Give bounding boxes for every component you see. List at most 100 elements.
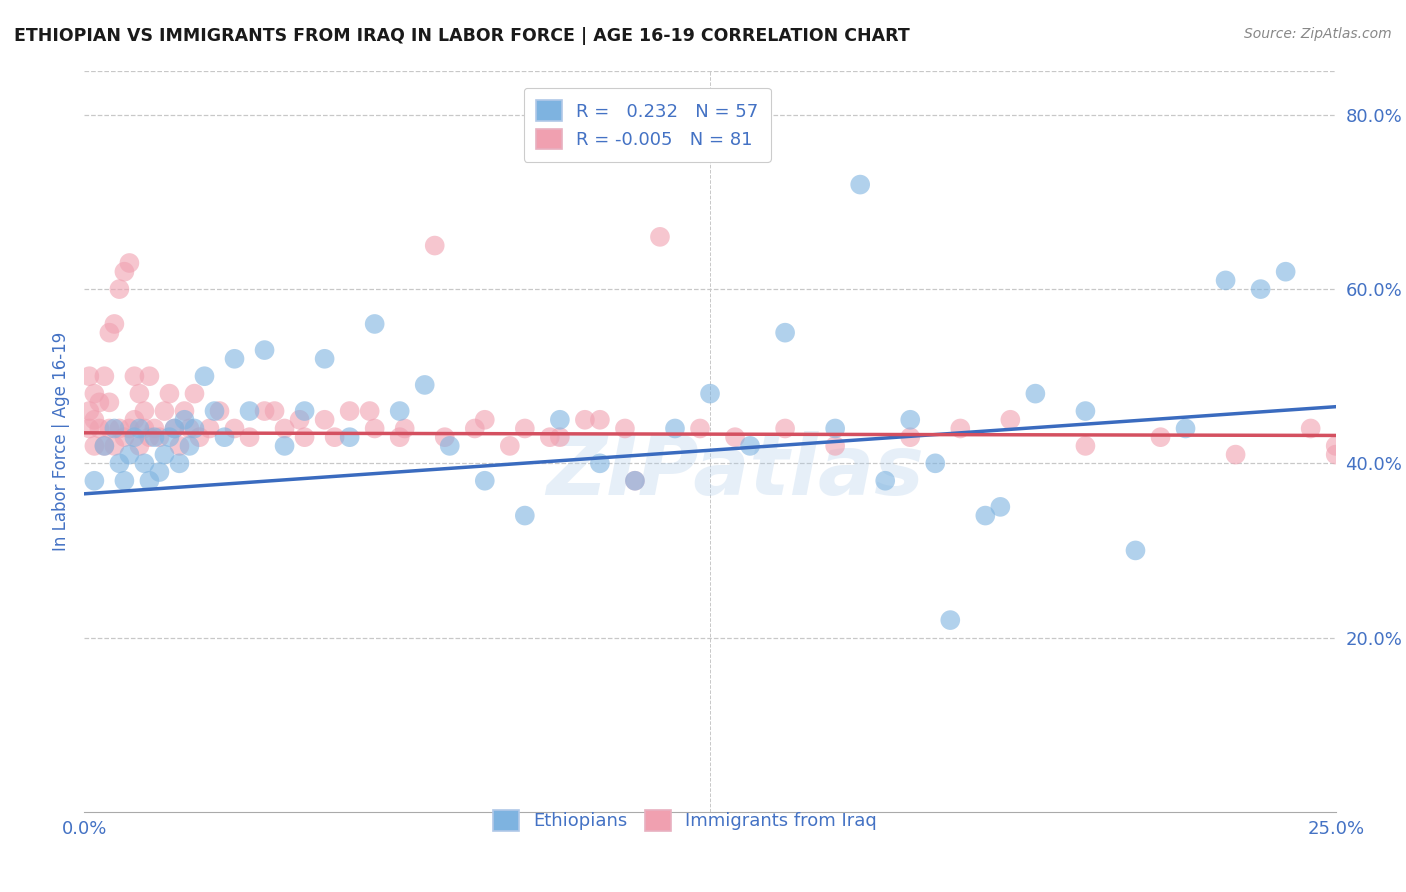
Point xyxy=(323,430,346,444)
Point xyxy=(474,474,496,488)
Point xyxy=(148,430,170,444)
Point xyxy=(1274,265,1296,279)
Point xyxy=(738,439,761,453)
Point xyxy=(423,238,446,252)
Point xyxy=(394,421,416,435)
Point xyxy=(93,439,115,453)
Point xyxy=(108,282,131,296)
Point xyxy=(183,421,205,435)
Point xyxy=(183,386,205,401)
Point xyxy=(474,413,496,427)
Point xyxy=(388,404,411,418)
Point xyxy=(1225,448,1247,462)
Point xyxy=(1215,273,1237,287)
Point xyxy=(1250,282,1272,296)
Point xyxy=(773,326,796,340)
Point xyxy=(83,386,105,401)
Point xyxy=(204,404,226,418)
Point xyxy=(1299,421,1322,435)
Point xyxy=(138,474,160,488)
Point xyxy=(89,421,111,435)
Point xyxy=(108,421,131,435)
Point xyxy=(124,369,146,384)
Point xyxy=(112,430,135,444)
Point xyxy=(93,439,115,453)
Point xyxy=(464,421,486,435)
Text: Source: ZipAtlas.com: Source: ZipAtlas.com xyxy=(1244,27,1392,41)
Point xyxy=(294,404,316,418)
Point xyxy=(118,448,141,462)
Point xyxy=(294,430,316,444)
Point xyxy=(548,413,571,427)
Point xyxy=(83,439,105,453)
Point xyxy=(224,351,246,366)
Point xyxy=(98,326,121,340)
Point xyxy=(988,500,1011,514)
Point xyxy=(159,430,181,444)
Point xyxy=(83,413,105,427)
Point xyxy=(153,404,176,418)
Point xyxy=(103,317,125,331)
Point xyxy=(79,421,101,435)
Point xyxy=(188,430,211,444)
Point xyxy=(214,430,236,444)
Point xyxy=(179,439,201,453)
Point xyxy=(689,421,711,435)
Point xyxy=(118,421,141,435)
Point xyxy=(138,369,160,384)
Point xyxy=(574,413,596,427)
Point xyxy=(499,439,522,453)
Point xyxy=(413,378,436,392)
Point xyxy=(898,413,921,427)
Point xyxy=(79,369,101,384)
Point xyxy=(134,456,156,470)
Point xyxy=(824,421,846,435)
Point xyxy=(288,413,311,427)
Point xyxy=(193,369,215,384)
Point xyxy=(1024,386,1046,401)
Point xyxy=(898,430,921,444)
Point xyxy=(339,430,361,444)
Point xyxy=(112,474,135,488)
Point xyxy=(824,439,846,453)
Point xyxy=(179,421,201,435)
Point xyxy=(439,439,461,453)
Point xyxy=(359,404,381,418)
Point xyxy=(664,421,686,435)
Point xyxy=(128,386,150,401)
Point xyxy=(433,430,456,444)
Point xyxy=(124,413,146,427)
Point xyxy=(159,386,181,401)
Point xyxy=(613,421,636,435)
Point xyxy=(949,421,972,435)
Point xyxy=(103,421,125,435)
Point xyxy=(363,421,385,435)
Point xyxy=(513,421,536,435)
Point xyxy=(624,474,647,488)
Legend: Ethiopians, Immigrants from Iraq: Ethiopians, Immigrants from Iraq xyxy=(481,797,890,844)
Point xyxy=(1149,430,1171,444)
Point xyxy=(79,404,101,418)
Point xyxy=(118,256,141,270)
Point xyxy=(849,178,872,192)
Point xyxy=(169,456,191,470)
Point xyxy=(939,613,962,627)
Point xyxy=(98,395,121,409)
Point xyxy=(89,395,111,409)
Point xyxy=(1074,404,1097,418)
Point xyxy=(143,421,166,435)
Point xyxy=(548,430,571,444)
Point xyxy=(134,421,156,435)
Point xyxy=(1174,421,1197,435)
Point xyxy=(263,404,285,418)
Point xyxy=(724,430,747,444)
Point xyxy=(589,456,612,470)
Point xyxy=(1125,543,1147,558)
Point xyxy=(163,421,186,435)
Point xyxy=(388,430,411,444)
Point xyxy=(173,413,195,427)
Point xyxy=(128,439,150,453)
Point xyxy=(253,404,276,418)
Point xyxy=(314,351,336,366)
Point xyxy=(273,421,295,435)
